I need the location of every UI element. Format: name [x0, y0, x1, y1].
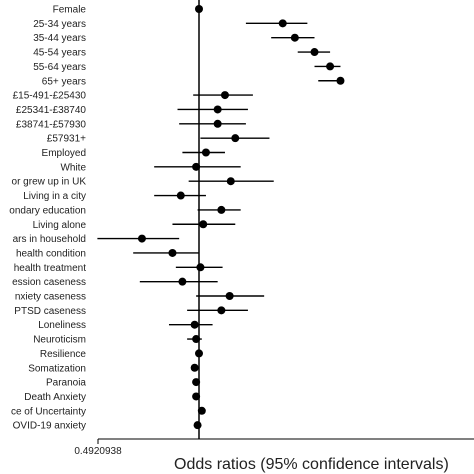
- odds-ratio-point: [178, 277, 187, 286]
- row-label: Resilience: [40, 349, 87, 360]
- odds-ratio-point: [137, 234, 146, 243]
- odds-ratio-point: [336, 76, 345, 85]
- row-label: £38741-£57930: [16, 119, 87, 130]
- row-labels: Female 25-34 years 35-44 years 45-54 years 5…: [9, 5, 86, 432]
- row-label: Somatization: [28, 363, 86, 374]
- odds-ratio-point: [195, 5, 203, 13]
- row-label: Employed: [42, 148, 86, 159]
- row-label: ession caseness: [12, 277, 86, 288]
- odds-ratio-point: [220, 91, 229, 100]
- odds-ratio-point: [193, 421, 202, 430]
- odds-ratio-point: [326, 62, 335, 71]
- row-label: ce of Uncertainty: [11, 406, 86, 417]
- odds-ratio-point: [290, 33, 299, 42]
- row-label: OVID-19 anxiety: [13, 421, 86, 432]
- odds-ratio-point: [168, 248, 177, 257]
- row-label: nxiety caseness: [15, 292, 86, 303]
- row-label: ars in household: [13, 234, 86, 245]
- odds-ratio-point: [192, 162, 201, 171]
- row-label: Death Anxiety: [24, 392, 86, 403]
- row-label: Female: [53, 5, 87, 16]
- confidence-interval-lines: [97, 22, 341, 426]
- row-label: 65+ years: [42, 76, 86, 87]
- odds-ratio-point: [195, 349, 203, 358]
- odds-ratio-point: [213, 119, 222, 128]
- row-label: PTSD caseness: [14, 306, 86, 317]
- odds-ratio-point: [217, 306, 226, 315]
- odds-ratio-point: [231, 134, 240, 143]
- odds-ratio-point: [197, 406, 206, 415]
- odds-ratio-point: [213, 105, 222, 114]
- row-label: £25341-£38740: [16, 105, 87, 116]
- row-label: Living in a city: [23, 191, 86, 202]
- odds-ratio-point: [190, 320, 199, 329]
- row-label: 25-34 years: [33, 19, 86, 30]
- row-label: or grew up in UK: [12, 177, 87, 188]
- odds-ratio-point: [176, 191, 185, 200]
- row-label: 45-54 years: [33, 48, 86, 59]
- row-label: 35-44 years: [33, 33, 86, 44]
- row-label: Neuroticism: [33, 335, 86, 346]
- row-label: £15-491-£25430: [13, 91, 87, 102]
- odds-ratio-point: [278, 19, 287, 28]
- odds-ratio-point: [192, 392, 201, 401]
- odds-ratio-points: [137, 5, 345, 430]
- odds-ratio-point: [190, 363, 199, 372]
- row-label: White: [60, 162, 86, 173]
- x-tick-label: 0.4920938: [74, 446, 122, 457]
- odds-ratio-point: [199, 220, 208, 229]
- row-label: £57931+: [47, 134, 86, 145]
- row-label: Paranoia: [46, 378, 86, 389]
- odds-ratio-point: [225, 292, 234, 300]
- odds-ratio-point: [196, 263, 205, 272]
- row-label: health treatment: [14, 263, 86, 274]
- x-axis-label: Odds ratios (95% confidence intervals): [174, 456, 449, 473]
- odds-ratio-point: [310, 48, 319, 57]
- odds-ratio-point: [217, 205, 226, 214]
- row-label: health condition: [16, 248, 86, 259]
- row-label: Living alone: [33, 220, 87, 231]
- row-label: Loneliness: [38, 320, 86, 331]
- row-label: 55-64 years: [33, 62, 86, 73]
- odds-ratio-point: [192, 335, 201, 344]
- odds-ratio-point: [192, 378, 201, 387]
- odds-ratio-point: [201, 148, 210, 157]
- odds-ratio-point: [226, 177, 235, 186]
- row-label: ondary education: [9, 205, 86, 216]
